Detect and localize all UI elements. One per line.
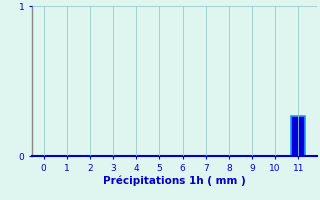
Bar xyxy=(291,116,305,156)
X-axis label: Précipitations 1h ( mm ): Précipitations 1h ( mm ) xyxy=(103,175,246,186)
